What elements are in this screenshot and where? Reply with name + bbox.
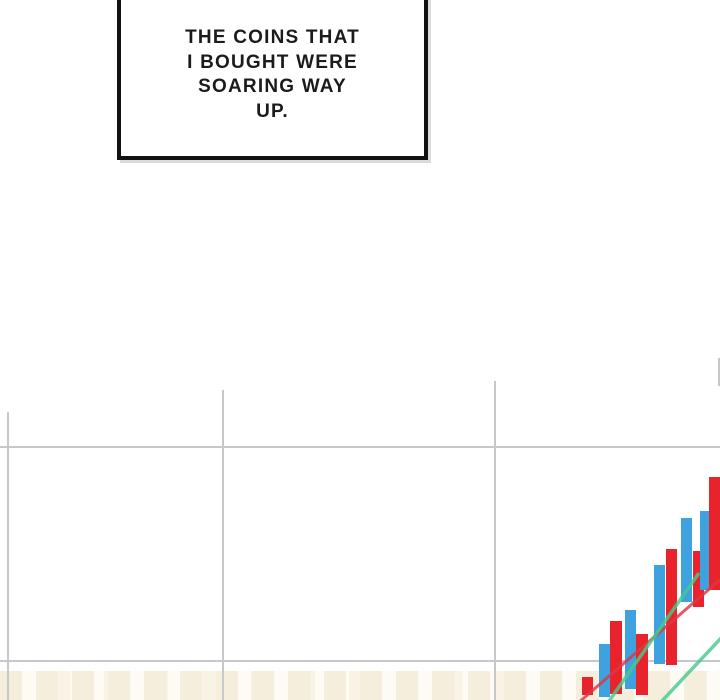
candle-red <box>610 621 622 694</box>
candle-red <box>666 549 677 665</box>
candle-blue <box>625 610 636 689</box>
trend-line-green <box>660 636 720 700</box>
candle-blue <box>654 565 665 664</box>
caption-box: THE COINS THAT I BOUGHT WERE SOARING WAY… <box>117 0 428 160</box>
trend-line-green <box>607 571 701 700</box>
candle-blue <box>681 518 692 602</box>
candle-red <box>709 477 720 590</box>
candle-red <box>693 551 704 607</box>
candle-red <box>582 677 593 695</box>
caption-text-line: I BOUGHT WERE <box>187 51 358 73</box>
candle-blue <box>599 644 610 697</box>
caption-text-line: SOARING WAY <box>198 76 347 97</box>
caption-text-line: THE COINS THAT <box>185 27 360 48</box>
caption-text-line: UP. <box>256 100 289 122</box>
candle-blue <box>700 511 711 590</box>
